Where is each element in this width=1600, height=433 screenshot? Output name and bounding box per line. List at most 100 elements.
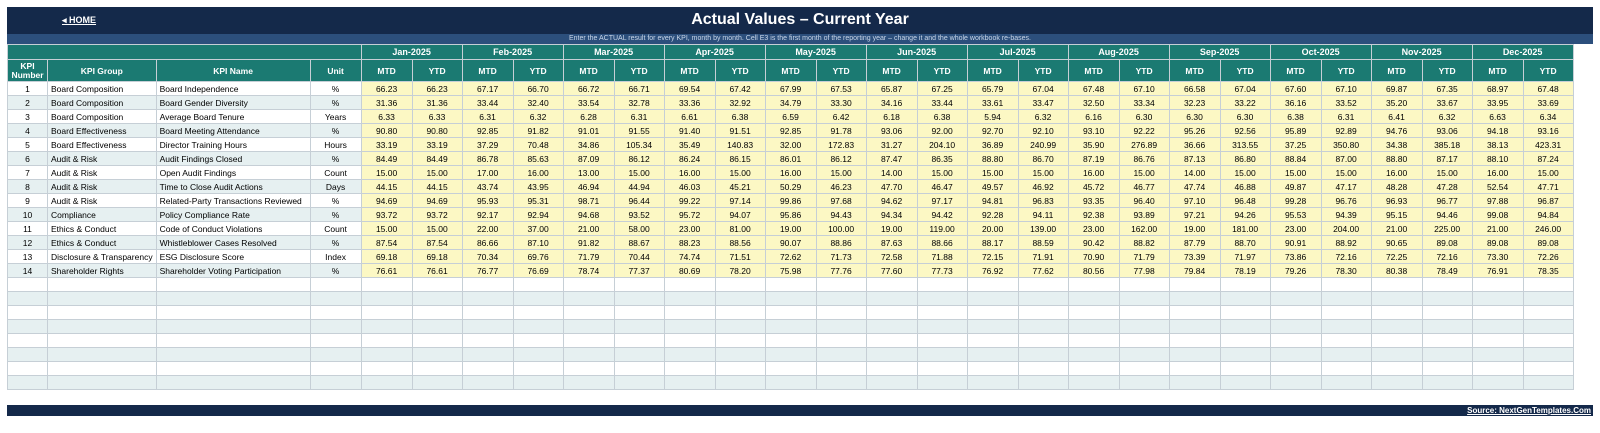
empty-cell[interactable] bbox=[865, 375, 918, 390]
ytd-value-cell[interactable]: 97.17 bbox=[916, 193, 968, 208]
mtd-value-cell[interactable]: 94.62 bbox=[865, 193, 918, 208]
mtd-value-cell[interactable]: 47.70 bbox=[865, 179, 918, 194]
empty-cell[interactable] bbox=[155, 291, 311, 306]
empty-cell[interactable] bbox=[512, 333, 564, 348]
ytd-value-cell[interactable]: 71.97 bbox=[1219, 249, 1271, 264]
mtd-value-cell[interactable]: 95.53 bbox=[1269, 207, 1322, 222]
empty-cell[interactable] bbox=[47, 375, 157, 390]
mtd-value-cell[interactable]: 79.26 bbox=[1269, 263, 1322, 278]
empty-cell[interactable] bbox=[1118, 361, 1170, 376]
ytd-value-cell[interactable]: 6.32 bbox=[1017, 109, 1069, 124]
ytd-value-cell[interactable]: 204.00 bbox=[1320, 221, 1372, 236]
ytd-value-cell[interactable]: 92.00 bbox=[916, 123, 968, 138]
mtd-value-cell[interactable]: 31.36 bbox=[360, 95, 413, 110]
empty-cell[interactable] bbox=[613, 333, 665, 348]
mtd-value-cell[interactable]: 6.16 bbox=[1067, 109, 1120, 124]
mtd-value-cell[interactable]: 33.54 bbox=[562, 95, 615, 110]
ytd-value-cell[interactable]: 162.00 bbox=[1118, 221, 1170, 236]
empty-cell[interactable] bbox=[47, 361, 157, 376]
mtd-value-cell[interactable]: 46.94 bbox=[562, 179, 615, 194]
empty-cell[interactable] bbox=[764, 361, 817, 376]
ytd-value-cell[interactable]: 33.34 bbox=[1118, 95, 1170, 110]
empty-cell[interactable] bbox=[663, 319, 716, 334]
ytd-value-cell[interactable]: 276.89 bbox=[1118, 137, 1170, 152]
mtd-value-cell[interactable]: 36.66 bbox=[1168, 137, 1221, 152]
empty-cell[interactable] bbox=[1168, 361, 1221, 376]
empty-cell[interactable] bbox=[1219, 305, 1271, 320]
empty-cell[interactable] bbox=[1421, 375, 1473, 390]
ytd-value-cell[interactable]: 15.00 bbox=[411, 165, 463, 180]
mtd-value-cell[interactable]: 35.49 bbox=[663, 137, 716, 152]
empty-cell[interactable] bbox=[512, 319, 564, 334]
mtd-value-cell[interactable]: 31.27 bbox=[865, 137, 918, 152]
empty-cell[interactable] bbox=[815, 375, 867, 390]
empty-cell[interactable] bbox=[966, 305, 1019, 320]
empty-cell[interactable] bbox=[512, 277, 564, 292]
ytd-value-cell[interactable]: 44.15 bbox=[411, 179, 463, 194]
ytd-value-cell[interactable]: 88.70 bbox=[1219, 235, 1271, 250]
ytd-value-cell[interactable]: 70.48 bbox=[512, 137, 564, 152]
ytd-value-cell[interactable]: 93.16 bbox=[1522, 123, 1574, 138]
ytd-value-cell[interactable]: 6.38 bbox=[916, 109, 968, 124]
ytd-value-cell[interactable]: 94.26 bbox=[1219, 207, 1271, 222]
empty-cell[interactable] bbox=[155, 375, 311, 390]
ytd-value-cell[interactable]: 204.10 bbox=[916, 137, 968, 152]
ytd-value-cell[interactable]: 85.63 bbox=[512, 151, 564, 166]
mtd-value-cell[interactable]: 73.86 bbox=[1269, 249, 1322, 264]
mtd-value-cell[interactable]: 6.33 bbox=[360, 109, 413, 124]
ytd-value-cell[interactable]: 87.54 bbox=[411, 235, 463, 250]
mtd-value-cell[interactable]: 72.58 bbox=[865, 249, 918, 264]
empty-cell[interactable] bbox=[411, 361, 463, 376]
ytd-value-cell[interactable]: 33.22 bbox=[1219, 95, 1271, 110]
mtd-value-cell[interactable]: 15.00 bbox=[1269, 165, 1322, 180]
empty-cell[interactable] bbox=[815, 347, 867, 362]
empty-cell[interactable] bbox=[966, 277, 1019, 292]
ytd-value-cell[interactable]: 58.00 bbox=[613, 221, 665, 236]
ytd-value-cell[interactable]: 385.18 bbox=[1421, 137, 1473, 152]
empty-cell[interactable] bbox=[309, 375, 362, 390]
empty-cell[interactable] bbox=[1118, 375, 1170, 390]
ytd-value-cell[interactable]: 119.00 bbox=[916, 221, 968, 236]
mtd-value-cell[interactable]: 99.86 bbox=[764, 193, 817, 208]
empty-cell[interactable] bbox=[613, 319, 665, 334]
mtd-value-cell[interactable]: 86.24 bbox=[663, 151, 716, 166]
mtd-value-cell[interactable]: 72.62 bbox=[764, 249, 817, 264]
ytd-value-cell[interactable]: 240.99 bbox=[1017, 137, 1069, 152]
empty-cell[interactable] bbox=[1522, 347, 1574, 362]
empty-cell[interactable] bbox=[663, 361, 716, 376]
ytd-value-cell[interactable]: 71.91 bbox=[1017, 249, 1069, 264]
empty-cell[interactable] bbox=[1067, 291, 1120, 306]
mtd-value-cell[interactable]: 86.66 bbox=[461, 235, 514, 250]
ytd-value-cell[interactable]: 6.30 bbox=[1219, 109, 1271, 124]
empty-cell[interactable] bbox=[47, 319, 157, 334]
mtd-value-cell[interactable]: 6.30 bbox=[1168, 109, 1221, 124]
mtd-value-cell[interactable]: 67.60 bbox=[1269, 81, 1322, 96]
empty-cell[interactable] bbox=[512, 375, 564, 390]
empty-cell[interactable] bbox=[1421, 291, 1473, 306]
empty-cell[interactable] bbox=[966, 319, 1019, 334]
empty-cell[interactable] bbox=[461, 347, 514, 362]
empty-cell[interactable] bbox=[411, 319, 463, 334]
mtd-value-cell[interactable]: 71.79 bbox=[562, 249, 615, 264]
empty-cell[interactable] bbox=[815, 333, 867, 348]
mtd-value-cell[interactable]: 69.87 bbox=[1370, 81, 1423, 96]
empty-cell[interactable] bbox=[1168, 319, 1221, 334]
mtd-value-cell[interactable]: 13.00 bbox=[562, 165, 615, 180]
empty-cell[interactable] bbox=[714, 277, 766, 292]
empty-cell[interactable] bbox=[916, 333, 968, 348]
ytd-value-cell[interactable]: 71.79 bbox=[1118, 249, 1170, 264]
ytd-value-cell[interactable]: 89.08 bbox=[1522, 235, 1574, 250]
empty-cell[interactable] bbox=[1471, 361, 1524, 376]
ytd-value-cell[interactable]: 95.31 bbox=[512, 193, 564, 208]
mtd-value-cell[interactable]: 99.22 bbox=[663, 193, 716, 208]
ytd-value-cell[interactable]: 72.16 bbox=[1421, 249, 1473, 264]
ytd-value-cell[interactable]: 78.49 bbox=[1421, 263, 1473, 278]
empty-cell[interactable] bbox=[360, 375, 413, 390]
empty-cell[interactable] bbox=[966, 333, 1019, 348]
empty-cell[interactable] bbox=[1522, 375, 1574, 390]
empty-cell[interactable] bbox=[865, 319, 918, 334]
empty-cell[interactable] bbox=[1320, 333, 1372, 348]
mtd-value-cell[interactable]: 90.07 bbox=[764, 235, 817, 250]
ytd-value-cell[interactable]: 94.42 bbox=[916, 207, 968, 222]
empty-cell[interactable] bbox=[1219, 277, 1271, 292]
